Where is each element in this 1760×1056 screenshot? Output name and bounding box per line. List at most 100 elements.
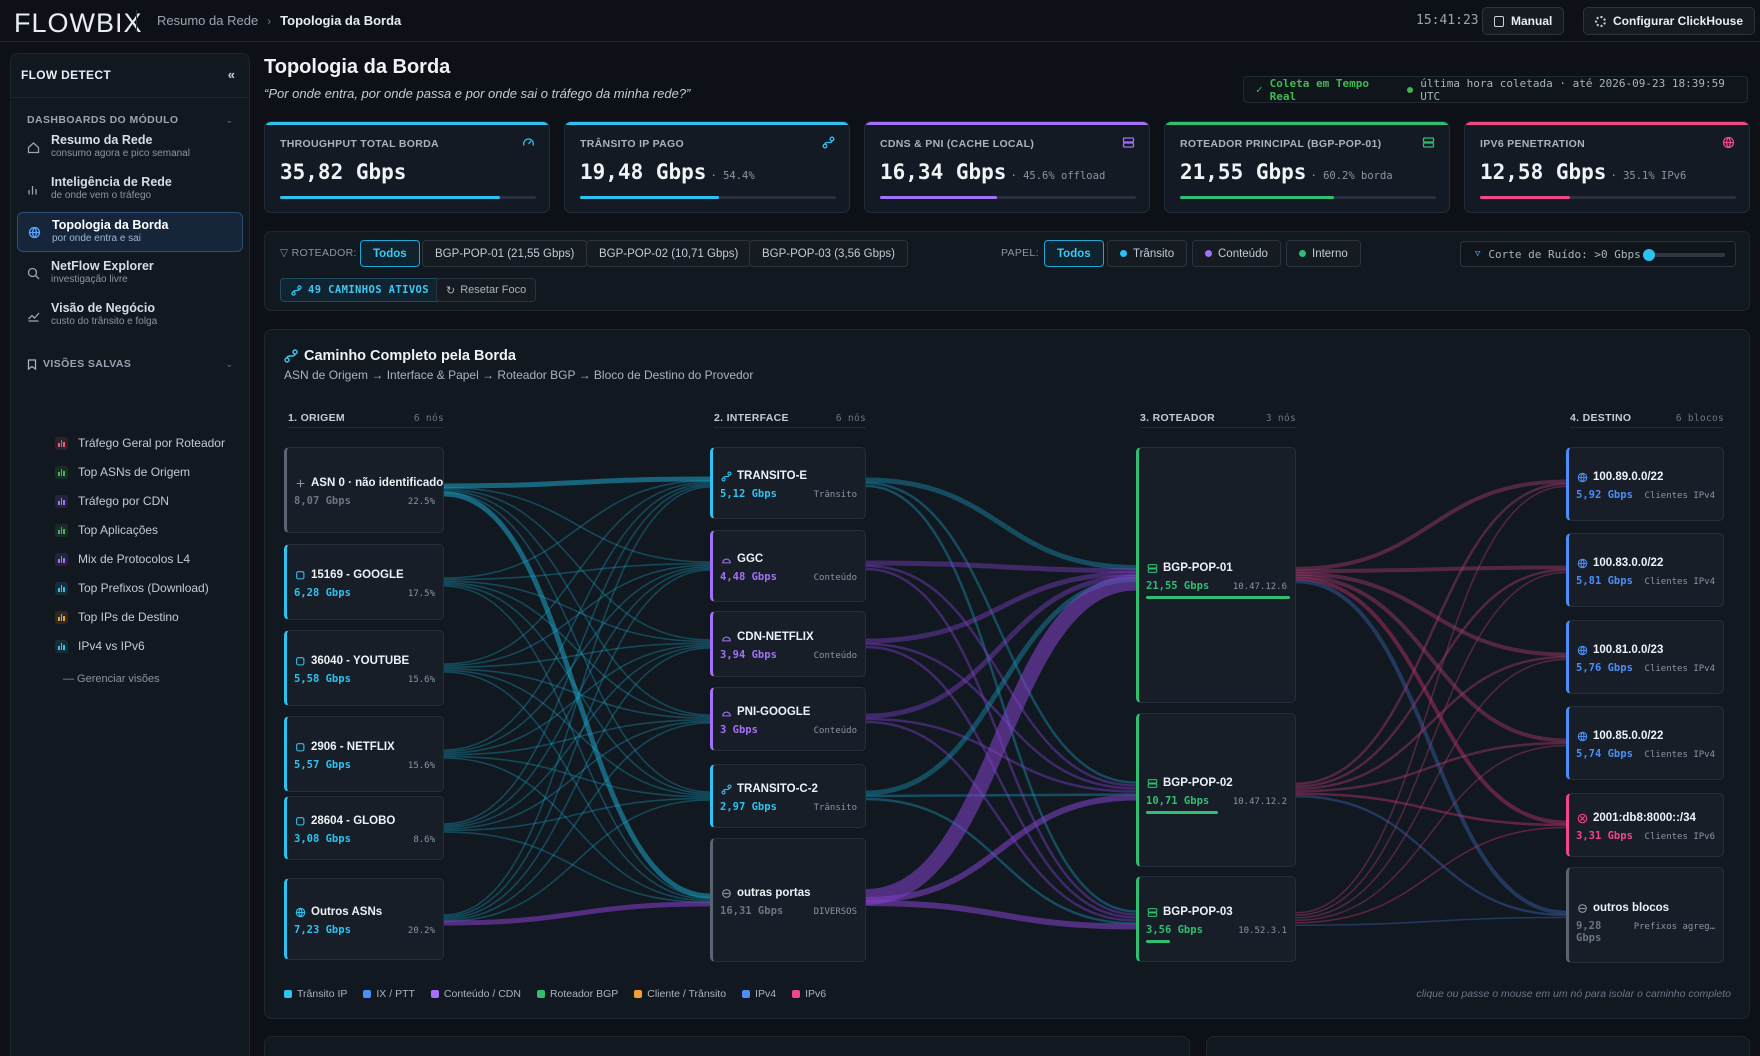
sankey-link[interactable] bbox=[443, 642, 711, 668]
sankey-node-destination[interactable]: 100.85.0.0/22 5,74 Gbps Clientes IPv4 bbox=[1566, 706, 1724, 780]
sankey-node-interface[interactable]: CDN-NETFLIX 3,94 Gbps Conteúdo bbox=[710, 611, 866, 677]
saved-view-item[interactable]: Tráfego por CDN bbox=[55, 490, 169, 512]
nav-item-1[interactable]: Inteligência de Rede de onde vem o tráfeg… bbox=[17, 170, 243, 210]
sankey-link[interactable] bbox=[443, 755, 711, 798]
sankey-link[interactable] bbox=[443, 585, 711, 899]
sankey-link[interactable] bbox=[865, 577, 1137, 796]
sankey-node-interface[interactable]: outras portas 16,31 Gbps DIVERSOS bbox=[710, 838, 866, 962]
sankey-link[interactable] bbox=[443, 799, 711, 923]
sankey-link[interactable] bbox=[443, 562, 711, 581]
sankey-link[interactable] bbox=[443, 644, 711, 754]
saved-view-item[interactable]: Top ASNs de Origem bbox=[55, 461, 190, 483]
sankey-link[interactable] bbox=[1295, 795, 1567, 917]
sankey-node-destination[interactable]: 100.83.0.0/22 5,81 Gbps Clientes IPv4 bbox=[1566, 533, 1724, 607]
sankey-link[interactable] bbox=[443, 476, 711, 489]
sankey-link[interactable] bbox=[443, 490, 711, 716]
sankey-link[interactable] bbox=[1295, 916, 1567, 926]
role-chip-transito[interactable]: Trânsito bbox=[1107, 240, 1188, 267]
sankey-node-origin[interactable]: 2906 - NETFLIX 5,57 Gbps 15.6% bbox=[284, 716, 444, 792]
sankey-node-interface[interactable]: TRANSITO-C-2 2,97 Gbps Trânsito bbox=[710, 764, 866, 828]
sankey-link[interactable] bbox=[865, 900, 1137, 930]
saved-view-item[interactable]: Tráfego Geral por Roteador bbox=[55, 432, 225, 454]
sankey-link[interactable] bbox=[443, 564, 711, 667]
sankey-link[interactable] bbox=[443, 580, 711, 643]
saved-view-item[interactable]: Mix de Protocolos L4 bbox=[55, 548, 190, 570]
sankey-link[interactable] bbox=[443, 669, 711, 796]
sankey-link[interactable] bbox=[1295, 565, 1567, 574]
router-chip-bgp-pop-01[interactable]: BGP-POP-01 (21,55 Gbps) bbox=[422, 240, 588, 267]
noise-cut-slider[interactable] bbox=[1643, 249, 1725, 261]
sankey-link[interactable] bbox=[443, 491, 711, 899]
sankey-link[interactable] bbox=[1295, 571, 1567, 916]
router-chip-bgp-pop-02[interactable]: BGP-POP-02 (10,71 Gbps) bbox=[586, 240, 752, 267]
sankey-link[interactable] bbox=[1295, 579, 1567, 915]
sankey-link[interactable] bbox=[865, 484, 1137, 913]
nav-item-0[interactable]: Resumo da Rede consumo agora e pico seman… bbox=[17, 128, 243, 168]
sankey-node-origin[interactable]: 36040 - YOUTUBE 5,58 Gbps 15.6% bbox=[284, 630, 444, 706]
nav-item-3[interactable]: NetFlow Explorer investigação livre bbox=[17, 254, 243, 294]
sankey-link[interactable] bbox=[443, 583, 711, 795]
sankey-link[interactable] bbox=[865, 793, 1137, 798]
sankey-link[interactable] bbox=[443, 483, 711, 751]
sankey-link[interactable] bbox=[1295, 741, 1567, 793]
sankey-link[interactable] bbox=[443, 831, 711, 904]
sankey-link[interactable] bbox=[865, 645, 1137, 919]
sankey-link[interactable] bbox=[443, 569, 711, 918]
manage-views-link[interactable]: — Gerenciar visões bbox=[63, 673, 160, 685]
sankey-link[interactable] bbox=[865, 571, 1137, 644]
saved-view-item[interactable]: Top Prefixos (Download) bbox=[55, 577, 209, 599]
sankey-link[interactable] bbox=[443, 488, 711, 641]
sankey-link[interactable] bbox=[1295, 568, 1567, 788]
sankey-link[interactable] bbox=[443, 486, 711, 563]
sankey-node-interface[interactable]: GGC 4,48 Gbps Conteúdo bbox=[710, 530, 866, 602]
sankey-link[interactable] bbox=[1295, 482, 1567, 785]
saved-view-item[interactable]: Top IPs de Destino bbox=[55, 606, 179, 628]
sankey-link[interactable] bbox=[865, 481, 1137, 784]
sankey-link[interactable] bbox=[443, 566, 711, 753]
sankey-link[interactable] bbox=[1295, 576, 1567, 825]
sankey-link[interactable] bbox=[443, 491, 711, 793]
router-chip-bgp-pop-03[interactable]: BGP-POP-03 (3,56 Gbps) bbox=[749, 240, 908, 267]
sankey-link[interactable] bbox=[865, 574, 1137, 719]
sankey-node-interface[interactable]: PNI-GOOGLE 3 Gbps Conteúdo bbox=[710, 687, 866, 751]
sankey-link[interactable] bbox=[443, 722, 711, 921]
sankey-link[interactable] bbox=[865, 642, 1137, 790]
app-logo[interactable]: FLOWBIX bbox=[14, 8, 143, 38]
sankey-node-router[interactable]: BGP-POP-03 3,56 Gbps 10.52.3.1 bbox=[1136, 876, 1296, 962]
section-dashboards[interactable]: DASHBOARDS DO MÓDULO bbox=[27, 114, 179, 126]
sankey-link[interactable] bbox=[865, 794, 1137, 903]
sankey-node-origin[interactable]: 28604 - GLOBO 3,08 Gbps 8.6% bbox=[284, 796, 444, 860]
sankey-node-destination[interactable]: outros blocos 9,28 Gbps Prefixos agreg… bbox=[1566, 867, 1724, 963]
sankey-link[interactable] bbox=[443, 645, 711, 828]
role-chip-conteudo[interactable]: Conteúdo bbox=[1192, 240, 1281, 267]
sankey-node-destination[interactable]: 100.89.0.0/22 5,92 Gbps Clientes IPv4 bbox=[1566, 447, 1724, 521]
sankey-link[interactable] bbox=[443, 797, 711, 832]
role-chip-interno[interactable]: Interno bbox=[1286, 240, 1361, 267]
sankey-link[interactable] bbox=[1295, 826, 1567, 924]
sankey-link[interactable] bbox=[865, 720, 1137, 922]
sankey-link[interactable] bbox=[443, 647, 711, 919]
sankey-node-origin[interactable]: Outros ASNs 7,23 Gbps 20.2% bbox=[284, 878, 444, 960]
sankey-link[interactable] bbox=[1295, 655, 1567, 790]
chevron-down-icon[interactable]: ⌄ bbox=[225, 115, 233, 125]
sankey-link[interactable] bbox=[443, 720, 711, 830]
saved-view-item[interactable]: IPv4 vs IPv6 bbox=[55, 635, 145, 657]
sankey-node-destination[interactable]: 2001:db8:8000::/34 3,31 Gbps Clientes IPv6 bbox=[1566, 793, 1724, 857]
sankey-link[interactable] bbox=[443, 582, 711, 718]
sankey-link[interactable] bbox=[1295, 574, 1567, 743]
sankey-node-origin[interactable]: ASN 0 · não identificado 8,07 Gbps 22.5% bbox=[284, 447, 444, 533]
sankey-link[interactable] bbox=[1295, 571, 1567, 657]
sankey-link[interactable] bbox=[865, 564, 1137, 787]
sankey-node-router[interactable]: BGP-POP-02 10,71 Gbps 10.47.12.2 bbox=[1136, 713, 1296, 867]
sankey-link[interactable] bbox=[443, 671, 711, 900]
noise-cut-slider-knob[interactable] bbox=[1643, 249, 1655, 261]
saved-view-item[interactable]: Top Aplicações bbox=[55, 519, 158, 541]
sankey-node-origin[interactable]: 15169 - GOOGLE 6,28 Gbps 17.5% bbox=[284, 544, 444, 620]
nav-item-2[interactable]: Topologia da Borda por onde entra e sai bbox=[17, 212, 243, 252]
manual-button[interactable]: Manual bbox=[1482, 7, 1565, 35]
collapse-sidebar-icon[interactable]: « bbox=[227, 67, 235, 82]
nav-item-4[interactable]: Visão de Negócio custo do trânsito e folg… bbox=[17, 296, 243, 336]
sankey-link[interactable] bbox=[865, 797, 1137, 925]
sankey-link[interactable] bbox=[865, 560, 1137, 573]
sankey-link[interactable] bbox=[443, 757, 711, 902]
